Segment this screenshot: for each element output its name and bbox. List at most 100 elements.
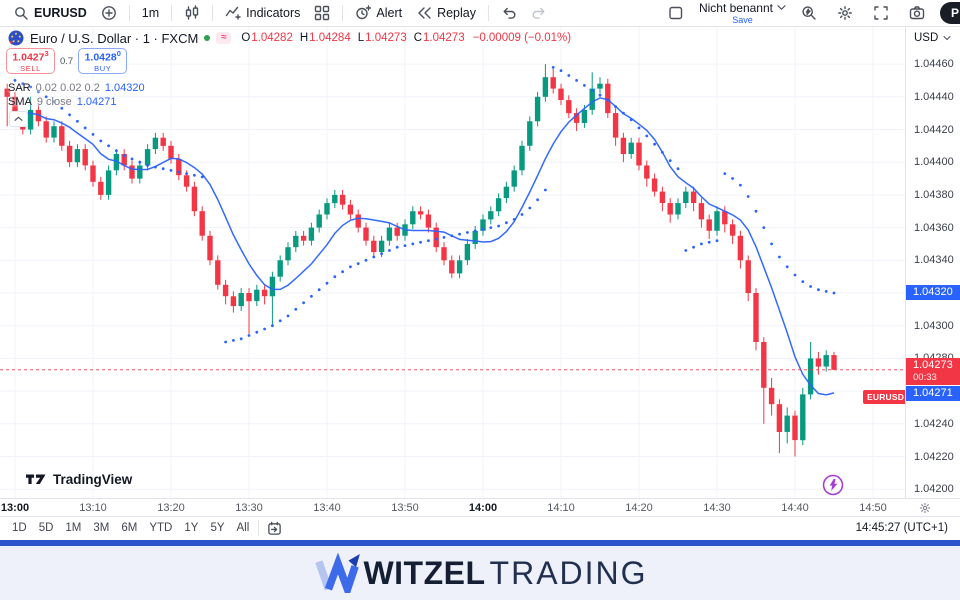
quick-search-button[interactable] — [796, 3, 822, 23]
toolbar-right-group: Nicht benannt Save P — [663, 0, 960, 26]
calendar-icon — [268, 521, 282, 535]
time-tick: 13:00 — [0, 502, 30, 514]
buy-label: BUY — [94, 63, 112, 73]
spread-value: 0.7 — [60, 55, 74, 67]
camera-icon — [909, 6, 925, 20]
range-button-5d[interactable]: 5D — [33, 520, 60, 536]
sar-axis-label: 1.04320 — [906, 285, 960, 300]
toolbar-separator — [128, 5, 130, 21]
indicators-button[interactable]: Indicators — [220, 3, 305, 23]
toolbar-separator — [212, 5, 214, 21]
last-price-axis-label: 1.04273 00:33 — [906, 357, 960, 385]
open-value: 1.04282 — [251, 32, 293, 44]
boost-button[interactable] — [822, 474, 844, 496]
change-value: −0.00009 (−0.01%) — [472, 32, 572, 44]
range-button-1d[interactable]: 1D — [6, 520, 33, 536]
eu-flag-icon — [8, 30, 24, 46]
collapse-legend-button[interactable] — [9, 111, 28, 127]
range-button-5y[interactable]: 5Y — [204, 520, 230, 536]
fullscreen-icon — [874, 6, 888, 20]
low-value: 1.04273 — [365, 32, 407, 44]
price-axis[interactable]: USD 1.04460 1.04440 1.04420 1.04400 1.04380 1… — [905, 27, 960, 498]
witzel-trading-banner: WITZEL TRADING — [0, 546, 960, 600]
sma-legend-row[interactable]: SMA 9 close 1.04271 — [8, 95, 116, 108]
axis-currency-label: USD — [914, 32, 939, 44]
chevron-up-icon — [14, 116, 23, 121]
toolbar-separator — [258, 520, 260, 536]
price-tick: 1.04400 — [914, 156, 954, 169]
alert-button[interactable]: Alert — [350, 3, 407, 23]
axis-currency-menu[interactable]: USD — [914, 32, 951, 44]
redo-button[interactable] — [526, 3, 552, 23]
top-toolbar: EURUSD 1m Indicators — [0, 0, 960, 27]
search-icon — [15, 7, 28, 20]
save-link[interactable]: Save — [732, 14, 753, 25]
redo-icon — [532, 7, 545, 19]
candles — [4, 64, 837, 457]
time-tick: 13:40 — [313, 502, 341, 514]
time-tick: 14:00 — [468, 502, 498, 514]
fullscreen-button[interactable] — [868, 3, 894, 23]
screenshot-button[interactable] — [904, 3, 930, 23]
time-axis[interactable]: 13:00 13:10 13:20 13:30 13:40 13:50 14:00 14:10… — [0, 498, 960, 517]
range-button-ytd[interactable]: YTD — [143, 520, 178, 536]
time-tick: 13:20 — [157, 502, 185, 514]
symbol-label: EURUSD — [34, 6, 87, 20]
quick-search-icon — [802, 6, 816, 20]
price-tick: 1.04420 — [914, 123, 954, 136]
close-value: 1.04273 — [423, 32, 465, 44]
sma-line — [22, 97, 835, 396]
sell-button[interactable]: 1.04273 SELL — [6, 48, 55, 74]
buy-button[interactable]: 1.04280 BUY — [78, 48, 128, 74]
manage-panel-button[interactable] — [663, 3, 689, 23]
range-button-1y[interactable]: 1Y — [178, 520, 204, 536]
toolbar-separator — [342, 5, 344, 21]
clock-timezone[interactable]: 14:45:27 (UTC+1) — [855, 522, 948, 534]
axis-settings-button[interactable] — [919, 502, 931, 514]
toolbar-separator — [171, 5, 173, 21]
indicators-icon — [225, 6, 241, 20]
range-button-6m[interactable]: 6M — [115, 520, 143, 536]
tradingview-logo-icon — [26, 474, 46, 484]
layout-templates-button[interactable] — [309, 3, 335, 23]
sell-label: SELL — [20, 63, 41, 73]
replay-button[interactable]: Replay — [411, 3, 481, 23]
undo-icon — [503, 7, 516, 19]
publish-button[interactable]: P — [940, 2, 960, 24]
layout-name-menu[interactable]: Nicht benannt Save — [699, 2, 786, 25]
bar-countdown: 00:33 — [913, 371, 937, 383]
go-to-date-button[interactable] — [262, 519, 287, 538]
tradingview-watermark[interactable]: TradingView — [26, 471, 132, 487]
time-tick: 14:50 — [859, 502, 887, 514]
toolbar-separator — [488, 5, 489, 21]
bottom-toolbar: 1D 5D 1M 3M 6M YTD 1Y 5Y All 14:45:27 (UTC+1) — [0, 516, 960, 539]
delayed-data-icon: ≈ — [216, 32, 232, 44]
ohlc-values: O1.04282 H1.04284 L1.04273 C1.04273 — [241, 32, 465, 44]
price-tick: 1.04220 — [914, 450, 954, 463]
symbol-search-button[interactable]: EURUSD — [8, 3, 92, 23]
chevron-down-icon — [777, 5, 786, 10]
chart-type-button[interactable] — [179, 3, 205, 23]
interval-button[interactable]: 1m — [137, 4, 164, 22]
settings-button[interactable] — [832, 3, 858, 23]
sar-legend-row[interactable]: SAR 0.02 0.02 0.2 1.04320 — [8, 81, 145, 94]
compare-add-button[interactable] — [96, 3, 122, 23]
chart-pane[interactable]: Euro / U.S. Dollar · 1 · FXCM ≈ O1.04282… — [0, 27, 905, 498]
grid-layout-icon — [315, 5, 330, 21]
banner-divider-bar — [0, 540, 960, 546]
range-button-1m[interactable]: 1M — [59, 520, 87, 536]
undo-button[interactable] — [496, 3, 522, 23]
range-button-all[interactable]: All — [231, 520, 256, 536]
price-tick: 1.04200 — [914, 483, 954, 496]
time-tick: 14:10 — [547, 502, 575, 514]
chevron-down-icon — [943, 35, 951, 41]
range-button-3m[interactable]: 3M — [87, 520, 115, 536]
sar-dots — [13, 66, 836, 344]
lightning-icon — [822, 474, 844, 496]
last-price-value: 1.04273 — [913, 358, 953, 371]
time-tick: 14:20 — [625, 502, 653, 514]
symbol-legend-row[interactable]: Euro / U.S. Dollar · 1 · FXCM ≈ O1.04282… — [8, 30, 571, 46]
replay-label: Replay — [437, 6, 476, 20]
sar-value: 1.04320 — [104, 81, 145, 94]
gear-icon — [838, 6, 852, 20]
